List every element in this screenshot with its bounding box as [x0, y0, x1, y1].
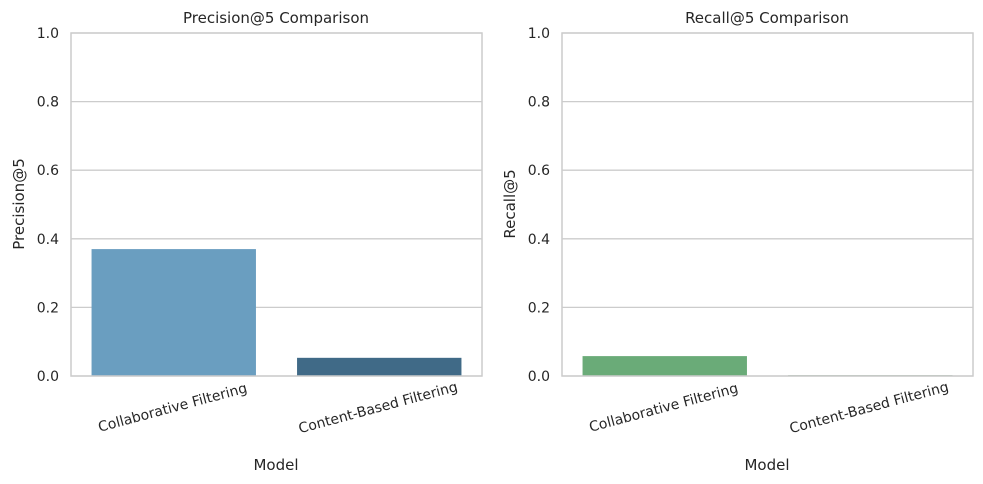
y-tick-label: 0.4: [37, 232, 59, 248]
y-tick-labels: 0.0 0.2 0.4 0.6 0.8 1.0: [528, 26, 550, 385]
x-axis-label: Model: [744, 456, 789, 474]
y-tick-label: 0.4: [528, 232, 550, 248]
recall-chart: Recall@5 Comparison 0.0 0.2 0.4 0.6 0.8 1.0 C…: [501, 9, 974, 474]
x-tick-label: Collaborative Filtering: [96, 381, 248, 436]
chart-title: Recall@5 Comparison: [685, 9, 849, 27]
y-tick-label: 0.6: [528, 163, 550, 179]
bar: [91, 249, 256, 376]
y-tick-labels: 0.0 0.2 0.4 0.6 0.8 1.0: [37, 26, 59, 385]
bars: [582, 356, 953, 376]
chart-title: Precision@5 Comparison: [183, 9, 369, 27]
y-tick-label: 0.0: [37, 369, 59, 385]
y-tick-label: 0.0: [528, 369, 550, 385]
plot-frame: [70, 32, 483, 377]
y-tick-label: 0.2: [528, 300, 550, 316]
x-tick-labels: Collaborative Filtering Content-Based Fil…: [587, 379, 950, 437]
precision-chart: Precision@5 Comparison 0.0 0.2 0.4 0.6 0.8 1.…: [10, 9, 483, 474]
x-axis-label: Model: [253, 456, 298, 474]
x-tick-label: Content-Based Filtering: [788, 379, 951, 437]
bar: [297, 357, 462, 376]
plot-frame: [561, 32, 974, 377]
y-tick-label: 0.8: [528, 95, 550, 111]
y-tick-label: 0.2: [37, 300, 59, 316]
x-tick-label: Collaborative Filtering: [587, 381, 739, 436]
y-tick-label: 1.0: [37, 26, 59, 42]
x-tick-labels: Collaborative Filtering Content-Based Fil…: [96, 379, 459, 437]
y-tick-label: 1.0: [528, 26, 550, 42]
bar: [582, 356, 747, 376]
y-tick-label: 0.8: [37, 95, 59, 111]
bars: [91, 249, 462, 376]
y-axis-label: Recall@5: [501, 169, 519, 238]
y-axis-label: Precision@5: [10, 158, 28, 249]
y-tick-label: 0.6: [37, 163, 59, 179]
x-tick-label: Content-Based Filtering: [297, 379, 460, 437]
gridlines: [562, 32, 973, 377]
